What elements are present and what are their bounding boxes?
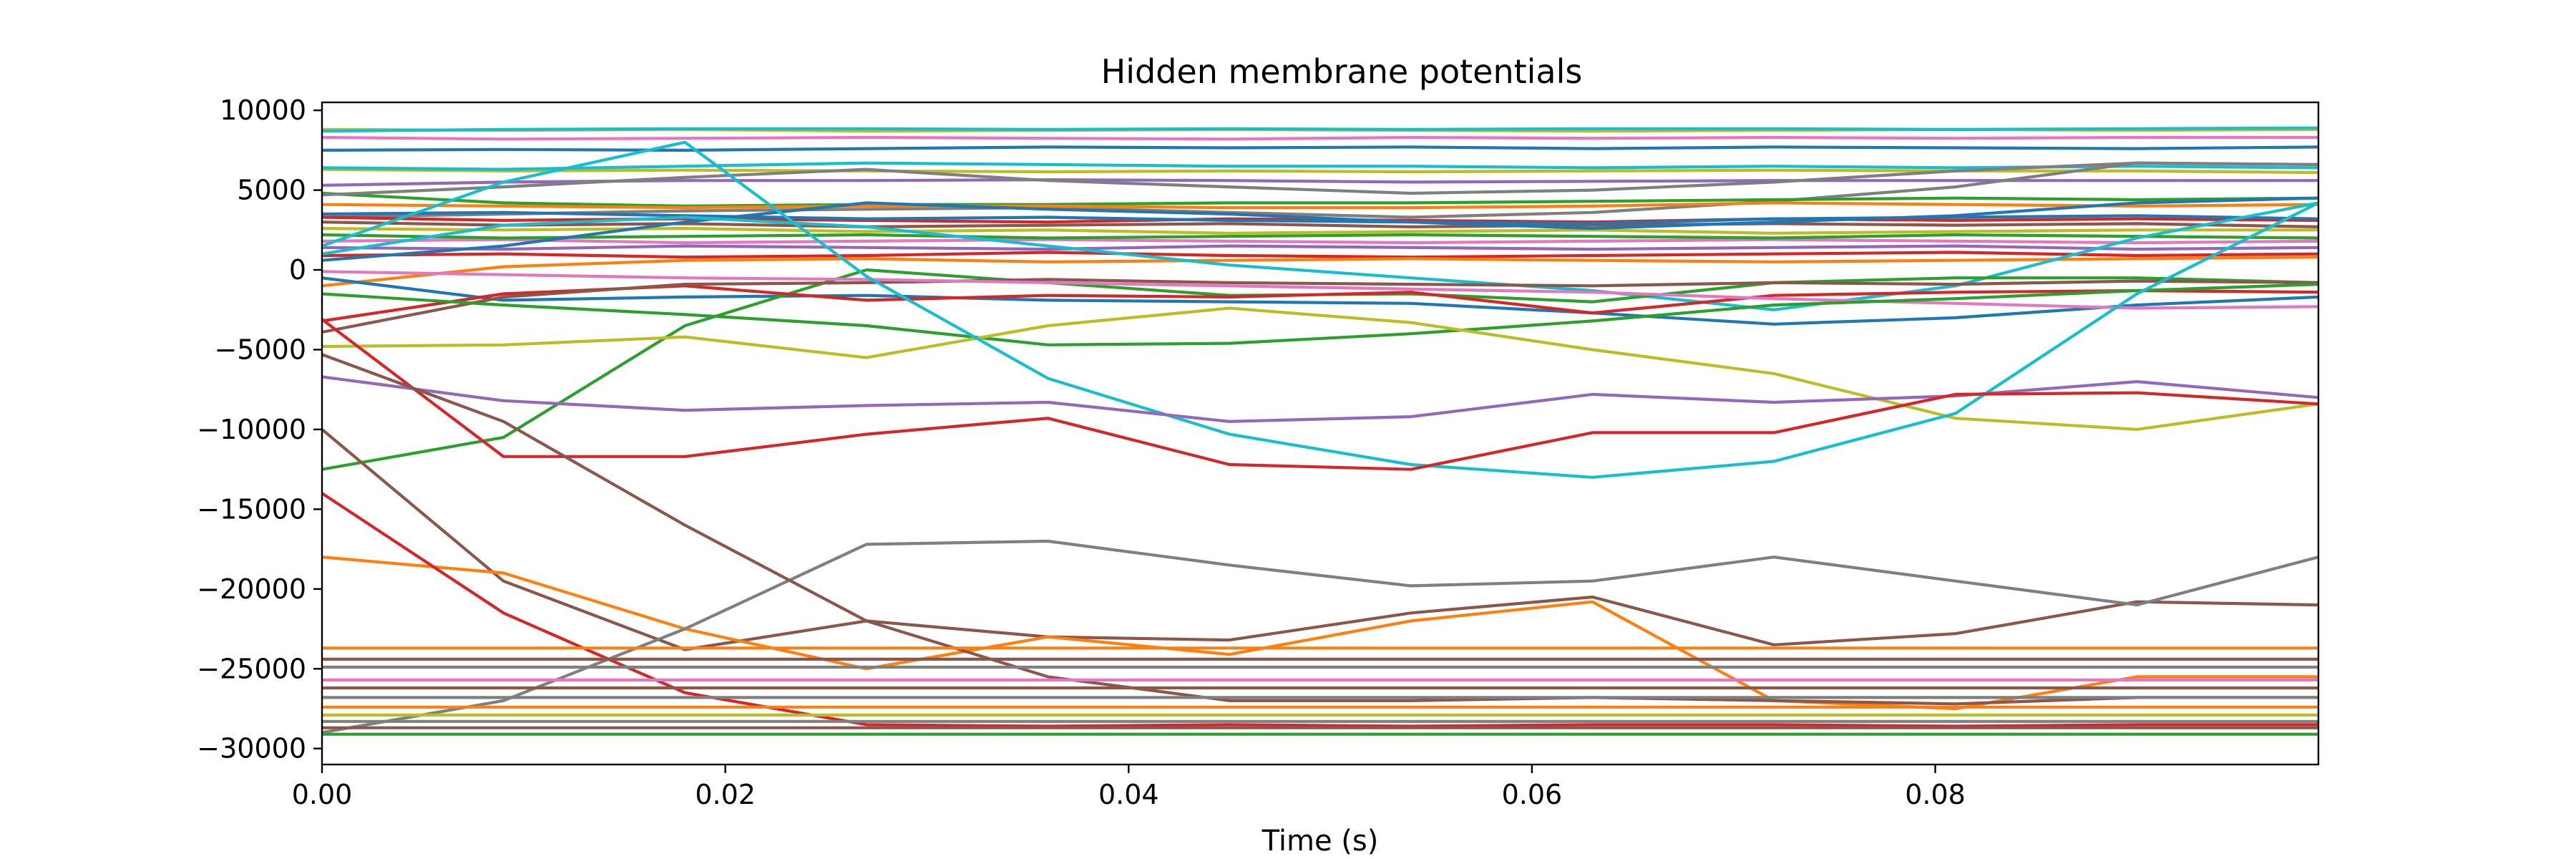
y-tick-label: −5000 — [214, 334, 306, 365]
x-axis-label: Time (s) — [1262, 825, 1379, 858]
y-tick-label: −25000 — [197, 653, 306, 684]
y-tick-label: −30000 — [197, 733, 306, 765]
series-line-trace-03 — [322, 137, 2318, 139]
x-tick-label: 0.02 — [695, 779, 756, 810]
y-tick-label: 5000 — [237, 175, 306, 206]
x-tick-label: 0.00 — [292, 779, 353, 810]
y-tick-label: −10000 — [197, 414, 306, 445]
y-tick-label: −15000 — [197, 493, 306, 525]
x-tick-label: 0.04 — [1098, 779, 1159, 810]
x-tick-label: 0.06 — [1502, 779, 1563, 810]
y-tick-label: −20000 — [197, 573, 306, 605]
y-tick-label: 10000 — [220, 94, 306, 126]
chart-title: Hidden membrane potentials — [1101, 52, 1583, 91]
x-tick-label: 0.08 — [1905, 779, 1966, 810]
y-tick-label: 0 — [289, 254, 306, 286]
